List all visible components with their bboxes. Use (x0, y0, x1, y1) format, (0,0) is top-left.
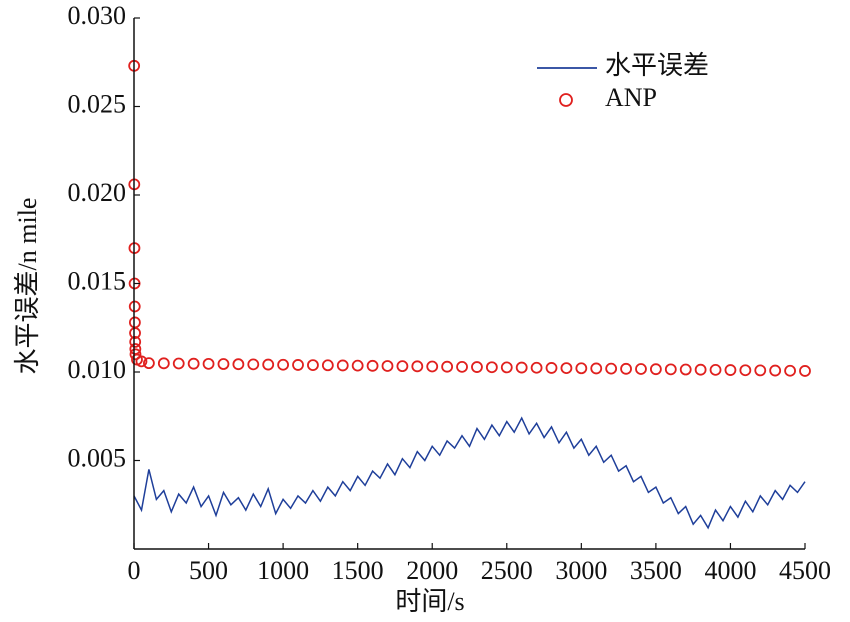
legend-swatch (559, 93, 573, 107)
data-point (129, 327, 141, 339)
data-point (143, 357, 155, 370)
x-tick-label: 3500 (630, 556, 682, 585)
data-point (590, 362, 603, 375)
y-tick-label: 0.010 (68, 355, 127, 384)
data-point (172, 357, 185, 370)
data-point (381, 360, 394, 372)
y-tick-label: 0.025 (68, 89, 127, 118)
data-point (545, 362, 558, 374)
data-point (620, 362, 632, 375)
y-axis-label: 水平误差/n mile (13, 198, 42, 375)
data-point (709, 363, 722, 376)
data-point (366, 359, 379, 372)
data-point (351, 359, 364, 372)
data-point (129, 336, 142, 348)
data-point (769, 364, 782, 377)
data-point (157, 357, 170, 370)
data-point (724, 364, 737, 376)
data-point (262, 358, 275, 371)
data-point (649, 363, 662, 376)
data-point (129, 348, 142, 361)
y-tick-label: 0.005 (68, 443, 127, 472)
data-point (605, 362, 618, 375)
data-point (485, 361, 498, 374)
data-point (784, 364, 796, 377)
x-tick-label: 1500 (332, 556, 384, 585)
data-point (411, 360, 424, 373)
data-point (575, 362, 588, 375)
data-point (456, 360, 468, 373)
data-point (277, 358, 290, 371)
x-tick-label: 1000 (257, 556, 309, 585)
data-point (679, 363, 692, 376)
data-point (426, 360, 439, 373)
x-tick-label: 500 (189, 556, 228, 585)
data-point (799, 365, 811, 377)
x-tick-label: 0 (128, 556, 141, 585)
data-point (292, 359, 304, 371)
data-point (530, 361, 543, 374)
data-point (694, 363, 707, 376)
data-point (739, 364, 752, 377)
data-point (307, 359, 319, 371)
legend-label: ANP (605, 83, 657, 112)
data-point (754, 364, 767, 377)
legend-label: 水平误差 (605, 51, 709, 80)
data-point (321, 359, 334, 372)
y-tick-label: 0.020 (68, 178, 127, 207)
data-point (202, 357, 215, 370)
data-point (217, 358, 230, 370)
y-tick-label: 0.015 (68, 266, 127, 295)
data-point (396, 360, 409, 373)
y-tick-label: 0.030 (68, 1, 127, 30)
x-tick-label: 3000 (555, 556, 607, 585)
x-tick-label: 4500 (779, 556, 831, 585)
data-point (500, 361, 513, 374)
x-tick-label: 2500 (481, 556, 533, 585)
x-tick-label: 2000 (406, 556, 458, 585)
data-point (635, 363, 647, 375)
x-axis-label: 时间/s (395, 587, 464, 616)
data-line (133, 416, 806, 530)
data-point (515, 361, 528, 374)
data-point (247, 358, 260, 371)
data-point (336, 359, 349, 372)
data-point (441, 360, 454, 373)
x-tick-label: 4000 (704, 556, 756, 585)
data-point (664, 363, 677, 376)
data-point (560, 362, 573, 375)
data-point (471, 361, 483, 373)
data-point (232, 358, 245, 371)
data-point (135, 355, 148, 368)
data-point (128, 316, 141, 329)
data-point (187, 357, 200, 370)
